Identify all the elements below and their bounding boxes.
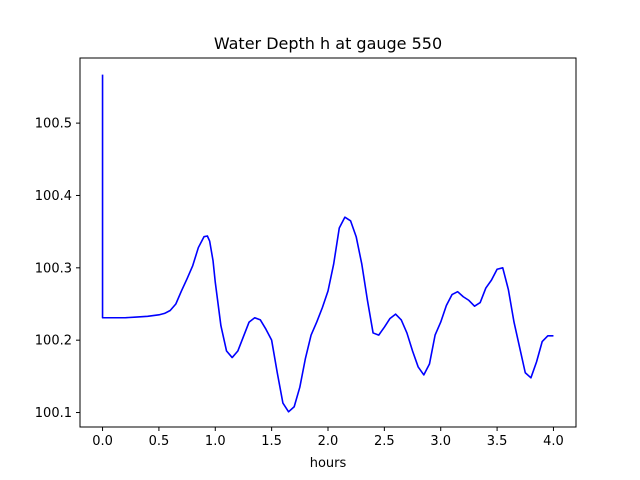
x-tick-label: 3.0 (430, 434, 451, 449)
y-tick-label: 100.3 (35, 261, 72, 276)
y-tick-label: 100.4 (35, 189, 72, 204)
x-tick-label: 0.0 (92, 434, 113, 449)
y-tick-label: 100.5 (35, 117, 72, 132)
chart-title: Water Depth h at gauge 550 (214, 34, 442, 53)
x-tick-label: 1.0 (205, 434, 226, 449)
x-tick-label: 2.5 (374, 434, 395, 449)
series-line-0 (101, 74, 554, 413)
plot-frame (79, 57, 577, 428)
x-tick-label: 2.0 (318, 434, 339, 449)
x-tick-label: 4.0 (543, 434, 564, 449)
y-tick-label: 100.2 (35, 334, 72, 349)
x-tick-label: 1.5 (261, 434, 282, 449)
x-axis-label: hours (310, 456, 347, 471)
plot-area: 0.0 0.5 1.0 1.5 2.0 2.5 3.0 3.5 4.0 100.1 100.2 100… (35, 57, 577, 449)
x-tick-label: 0.5 (149, 434, 170, 449)
x-tick-label: 3.5 (487, 434, 508, 449)
y-tick-label: 100.1 (35, 406, 72, 421)
